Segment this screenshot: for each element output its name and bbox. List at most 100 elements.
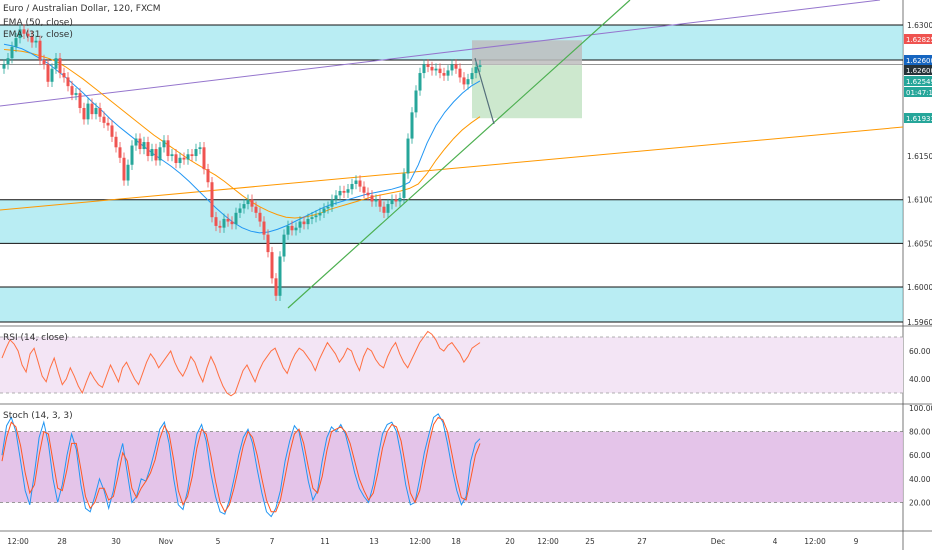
candle-body: [10, 46, 14, 59]
candle-body: [50, 68, 54, 82]
candle-body: [118, 147, 122, 158]
candle-body: [410, 112, 414, 139]
candle-body: [170, 154, 174, 157]
candle-body: [274, 278, 278, 296]
support-zone-1: [0, 199, 903, 244]
time-axis-label: 28: [57, 537, 67, 546]
candle-body: [330, 199, 334, 207]
candle-body: [478, 65, 482, 67]
candle-body: [138, 138, 142, 150]
candle-body: [198, 147, 202, 150]
candle-body: [94, 107, 98, 115]
candle-body: [262, 221, 266, 235]
candle-body: [362, 186, 366, 193]
candle-body: [390, 199, 394, 205]
candle-body: [242, 204, 246, 209]
candle-body: [202, 147, 206, 170]
candle-body: [22, 29, 26, 34]
ema50-line: [3, 49, 481, 219]
candle-body: [126, 164, 130, 181]
time-axis-label: 13: [369, 537, 379, 546]
candle-body: [158, 147, 162, 161]
price-badge: [904, 87, 932, 97]
candle-body: [270, 252, 274, 279]
candle-body: [394, 199, 398, 202]
candle-body: [174, 154, 178, 164]
candle-body: [114, 136, 118, 148]
candle-body: [322, 208, 326, 213]
stop-loss-box: [472, 40, 582, 66]
projection-arrow: [474, 57, 495, 125]
price-badge-label: 1.62825: [906, 36, 932, 44]
candle-body: [318, 212, 322, 216]
candle-body: [462, 77, 466, 85]
candle-body: [366, 192, 370, 196]
long-term-line: [0, 126, 904, 211]
price-badge: [904, 113, 932, 123]
candle-body: [278, 256, 282, 296]
price-badge-label: 1.61933: [906, 115, 932, 123]
candle-body: [58, 58, 62, 74]
candle-body: [454, 64, 458, 69]
support-zone-2: [0, 287, 903, 322]
candle-body: [386, 204, 390, 213]
candle-body: [418, 73, 422, 91]
candle-body: [430, 66, 434, 71]
candle-body: [358, 180, 362, 187]
candle-body: [194, 149, 198, 157]
time-axis-label: 25: [585, 537, 595, 546]
uptrend-line: [287, 0, 631, 309]
candle-body: [30, 36, 34, 43]
candle-body: [334, 195, 338, 200]
candle-body: [450, 64, 454, 71]
candle-body: [54, 58, 58, 69]
price-badge: [904, 65, 932, 75]
candle-body: [90, 103, 94, 115]
candle-body: [350, 183, 354, 190]
candle-body: [106, 122, 110, 126]
candle-body: [26, 33, 30, 37]
rsi-band: [0, 337, 903, 393]
candle-body: [338, 190, 342, 196]
candle-body: [62, 73, 66, 78]
candle-body: [6, 58, 10, 65]
candle-body: [150, 149, 154, 157]
take-profit-box: [472, 65, 582, 119]
stoch-line-k: [1, 413, 481, 518]
stoch-axis-label: 80.00: [909, 428, 931, 437]
candle-body: [82, 107, 86, 120]
candle-body: [166, 140, 170, 157]
time-axis-label: 4: [773, 537, 778, 546]
candle-body: [186, 154, 190, 160]
candle-body: [290, 225, 294, 231]
candle-body: [154, 149, 158, 161]
candle-body: [214, 217, 218, 226]
candle-body: [234, 212, 238, 225]
candle-body: [230, 221, 234, 225]
price-axis-label: 1.59600: [907, 318, 932, 327]
ema31-legend: EMA (31, close): [3, 30, 73, 40]
stoch-axis-label: 40.00: [909, 475, 931, 484]
candle-body: [470, 73, 474, 80]
time-axis-label: Nov: [159, 537, 174, 546]
rsi-axis-label: 60.00: [909, 347, 931, 356]
candle-body: [466, 79, 470, 85]
candle-body: [474, 66, 478, 74]
price-axis-label: 1.61500: [907, 152, 932, 161]
time-axis-label: 27: [637, 537, 647, 546]
candle-body: [354, 180, 358, 184]
candle-body: [442, 73, 446, 76]
price-badge-label: 1.62600: [906, 67, 932, 75]
candle-body: [426, 64, 430, 67]
candle-body: [34, 40, 38, 43]
time-axis-label: 12:00: [537, 537, 559, 546]
candle-body: [182, 157, 186, 160]
candle-body: [298, 221, 302, 228]
candle-body: [434, 68, 438, 71]
candle-body: [246, 199, 250, 205]
candle-body: [326, 206, 330, 209]
ema50-legend: EMA (50, close): [3, 18, 73, 28]
candle-body: [222, 218, 226, 228]
